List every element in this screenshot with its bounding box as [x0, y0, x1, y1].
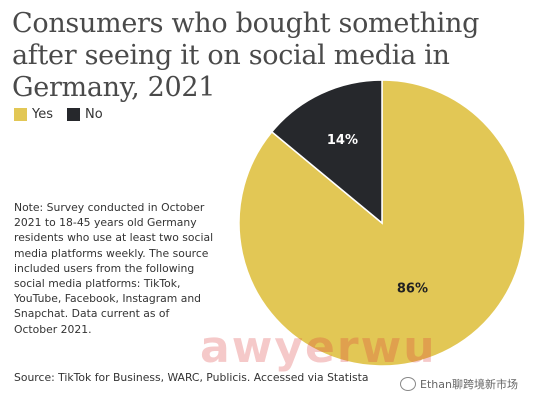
- legend-item-yes: Yes: [14, 107, 53, 122]
- wechat-icon: [400, 377, 416, 391]
- legend-label-yes: Yes: [32, 107, 53, 122]
- legend-label-no: No: [85, 107, 103, 122]
- wechat-text: Ethan聊跨境新市场: [420, 378, 518, 391]
- legend-swatch-yes: [14, 108, 27, 121]
- legend-swatch-no: [67, 108, 80, 121]
- wechat-badge: Ethan聊跨境新市场: [400, 376, 518, 392]
- pie-slice-yes: [238, 79, 526, 367]
- chart-source: Source: TikTok for Business, WARC, Publi…: [14, 371, 369, 384]
- legend-item-no: No: [67, 107, 103, 122]
- watermark: awyerwu: [200, 322, 437, 373]
- legend: Yes No: [14, 107, 103, 122]
- chart-title: Consumers who bought something after see…: [12, 8, 480, 103]
- chart-note: Note: Survey conducted in October 2021 t…: [14, 201, 214, 336]
- data-label-yes: 86%: [397, 282, 428, 297]
- data-label-no: 14%: [327, 133, 358, 148]
- pie-slice-no: [270, 79, 383, 225]
